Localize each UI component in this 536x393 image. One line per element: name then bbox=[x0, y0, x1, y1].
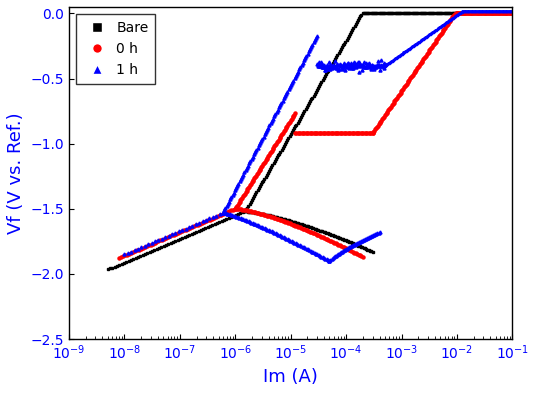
Y-axis label: Vf (V vs. Ref.): Vf (V vs. Ref.) bbox=[7, 112, 25, 234]
X-axis label: Im (A): Im (A) bbox=[263, 368, 318, 386]
Legend: Bare, 0 h, 1 h: Bare, 0 h, 1 h bbox=[76, 14, 155, 84]
